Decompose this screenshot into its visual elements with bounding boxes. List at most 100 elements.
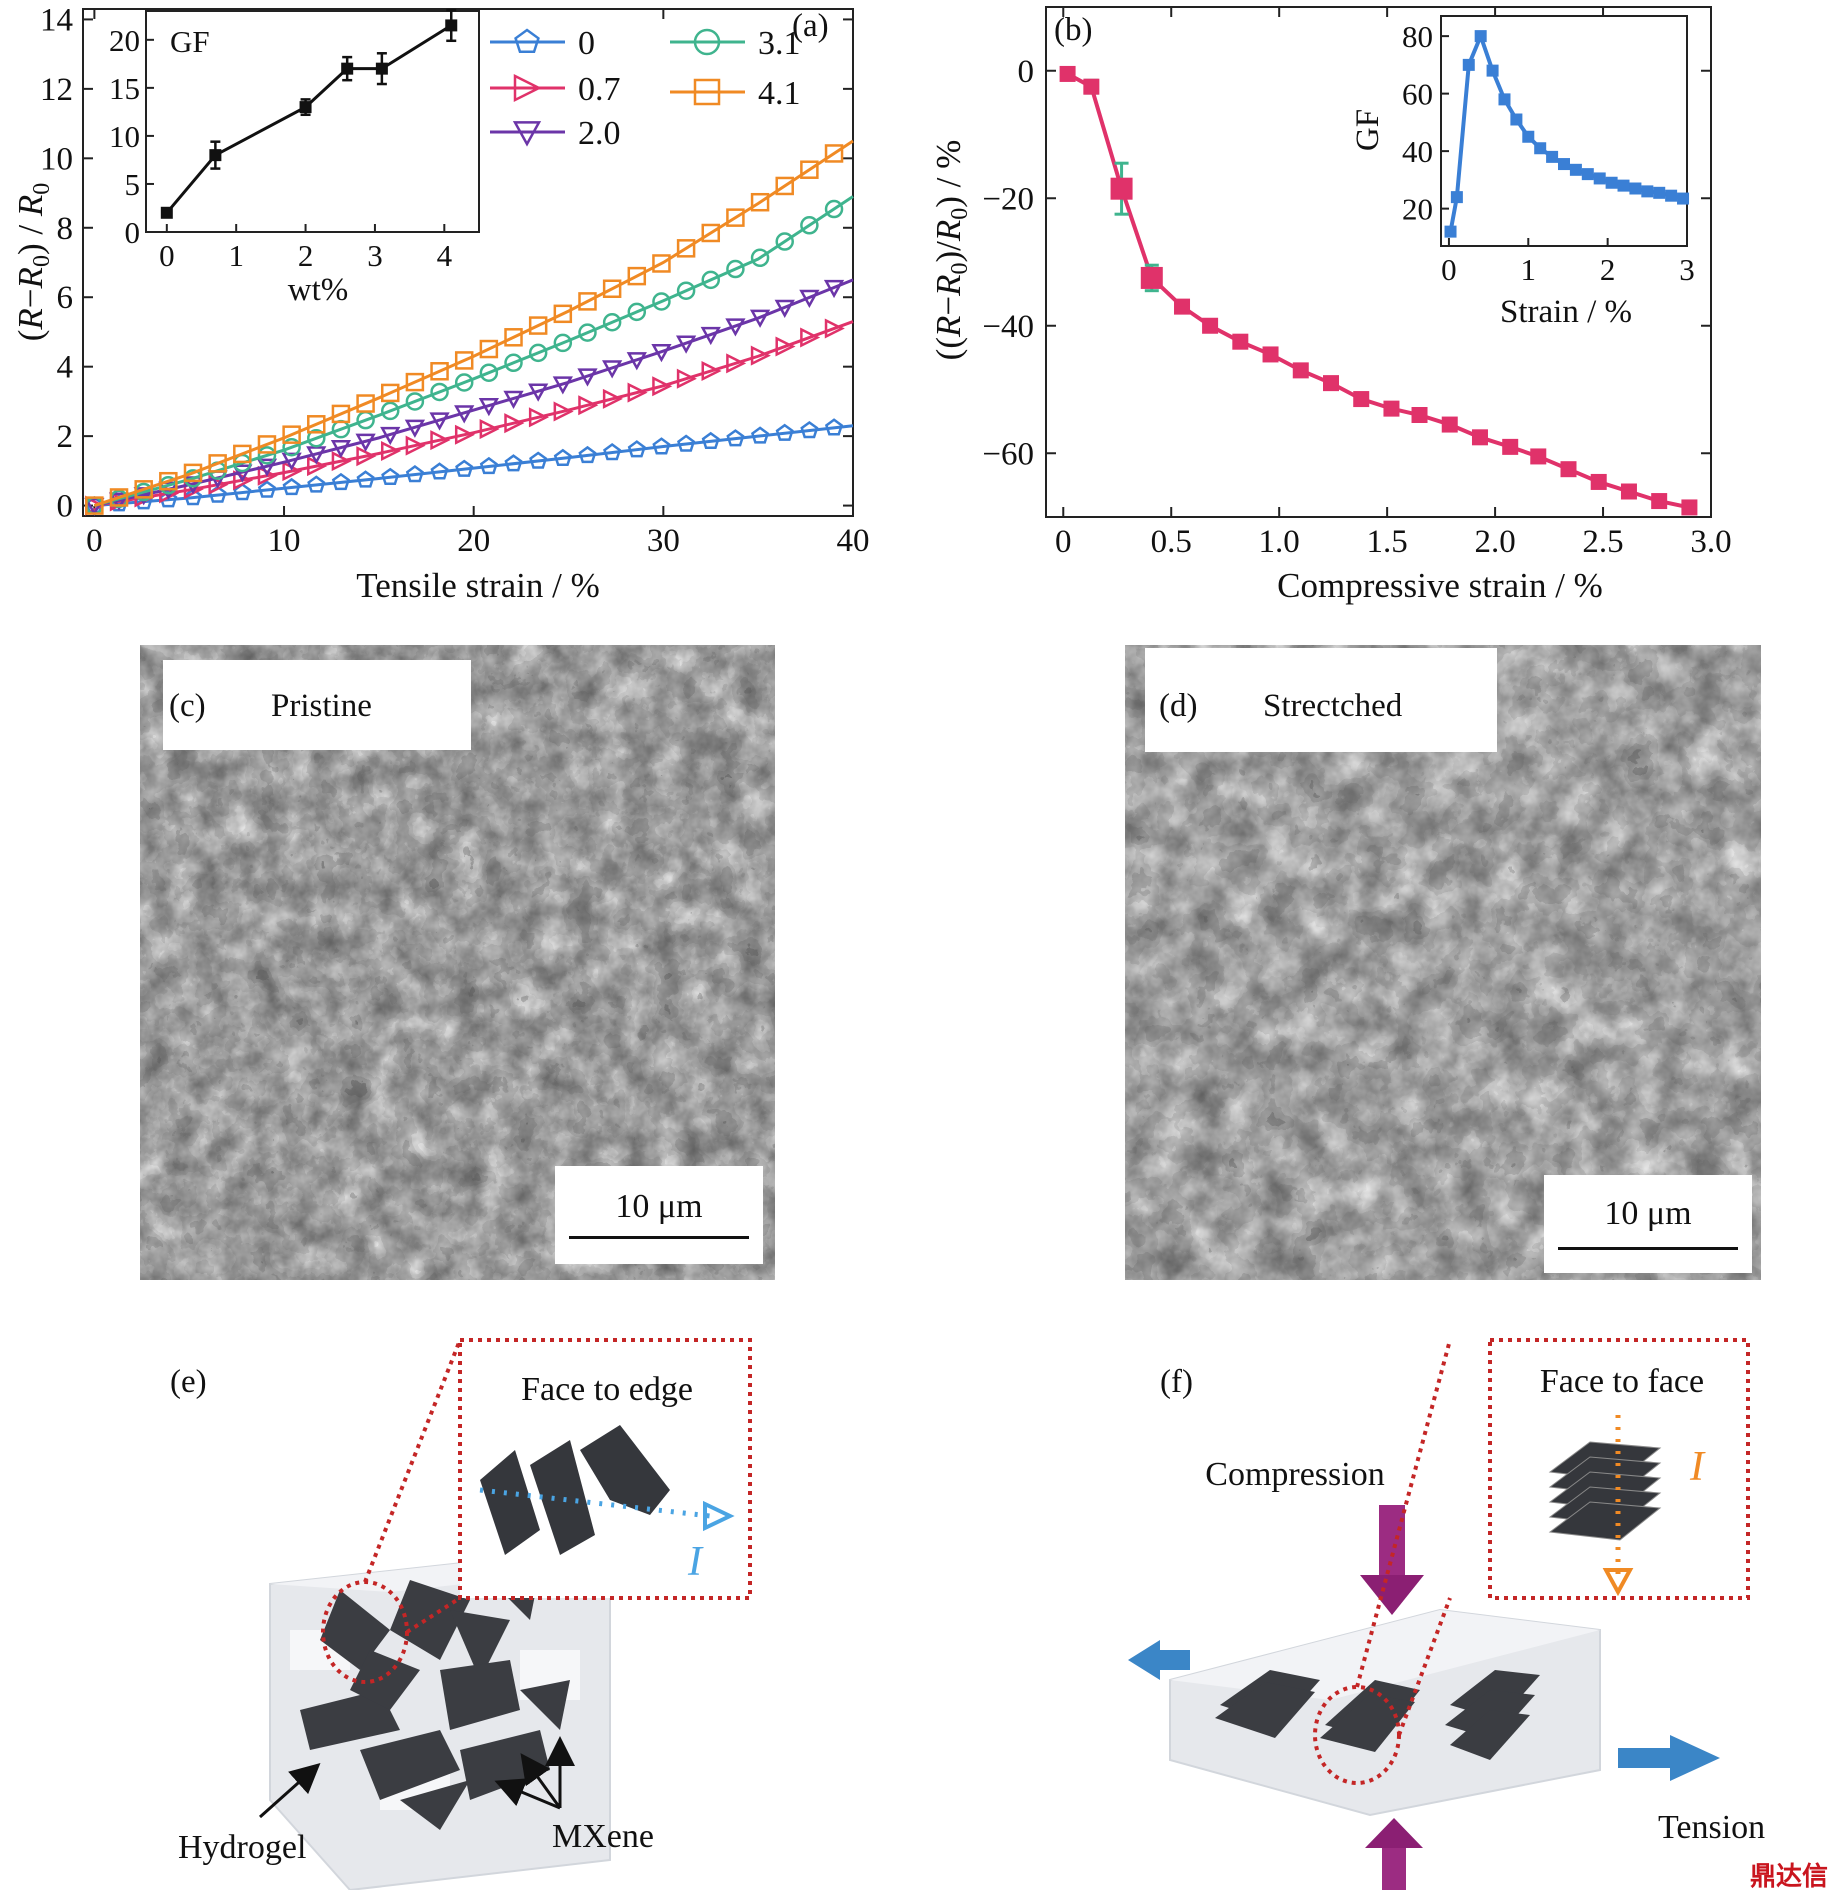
plot-a-point-3.1 bbox=[652, 292, 671, 311]
panel-e-tag: (e) bbox=[170, 1364, 207, 1400]
mxene-label: MXene bbox=[552, 1818, 654, 1855]
plot-a-series-line-0.7 bbox=[94, 320, 854, 508]
plot-b-compressive: 0 0.5 1.0 1.5 2.0 2.5 3.0 0 −20 −40 −60 0 1 2 3 20 40 60… bbox=[929, 6, 1732, 605]
plot-b-xtick-label: 1.5 bbox=[1367, 524, 1408, 560]
plot-b-point bbox=[1292, 362, 1309, 379]
plot-b-xlabel: Compressive strain / % bbox=[1277, 566, 1603, 605]
plot-a-legend-label: 2.0 bbox=[578, 115, 621, 152]
plot-a-point-2.0 bbox=[774, 299, 795, 318]
plot-a-point-3.1 bbox=[380, 401, 400, 421]
plot-a-point-4.1 bbox=[159, 471, 178, 491]
plot-a-ytick-label: 12 bbox=[40, 72, 73, 108]
plot-b-point bbox=[1560, 461, 1577, 478]
plot-a-point-4.1 bbox=[134, 480, 153, 499]
plot-a-xtick-label: 20 bbox=[457, 523, 490, 559]
plot-a-inset-xtick-label: 1 bbox=[228, 238, 244, 273]
plot-a-point-0 bbox=[578, 445, 597, 464]
plot-a-point-4.1 bbox=[380, 383, 400, 403]
plot-b-point bbox=[1232, 333, 1249, 350]
plot-a-inset-ytick-label: 15 bbox=[109, 71, 140, 106]
plot-a-point-0.7 bbox=[676, 368, 697, 389]
plot-a-point-0 bbox=[479, 456, 498, 475]
plot-b-inset-point bbox=[1629, 182, 1642, 195]
plot-a-inset-xtick-label: 4 bbox=[437, 238, 453, 273]
plot-a-point-2.0 bbox=[823, 279, 845, 299]
plot-a-point-0 bbox=[750, 426, 770, 444]
plot-b-tag: (b) bbox=[1054, 12, 1092, 48]
panel-c-title: Pristine bbox=[271, 688, 372, 724]
face-to-face-flakes bbox=[1548, 1441, 1662, 1541]
plot-b-inset-point bbox=[1605, 176, 1618, 189]
plot-b-inset-point bbox=[1653, 186, 1666, 199]
plot-b-inset-xtick-label: 3 bbox=[1679, 252, 1695, 287]
plot-a-point-0 bbox=[603, 443, 622, 461]
plot-a-xtick-label: 0 bbox=[86, 523, 103, 559]
mxene-flakes bbox=[300, 1570, 570, 1830]
plot-a-point-3.1 bbox=[553, 333, 573, 353]
plot-b-inset-point bbox=[1444, 225, 1457, 238]
plot-a-point-0.7 bbox=[233, 470, 254, 491]
plot-a-point-4.1 bbox=[528, 316, 548, 335]
plot-a-inset-point bbox=[445, 19, 458, 32]
plot-a-point-0.7 bbox=[479, 419, 500, 440]
plot-a-point-4.1 bbox=[800, 160, 819, 179]
plot-a-point-0.7 bbox=[602, 388, 623, 409]
plot-a-point-3.1 bbox=[405, 392, 425, 411]
plot-b-point bbox=[1323, 375, 1339, 392]
plot-a-point-3.1 bbox=[528, 343, 548, 363]
plot-a-ytick-label: 6 bbox=[57, 280, 74, 316]
plot-a-point-0.7 bbox=[208, 474, 229, 495]
plot-a-inset-point bbox=[341, 62, 354, 75]
plot-b-point bbox=[1411, 407, 1428, 423]
current-label-f: I bbox=[1689, 1444, 1706, 1490]
plot-a-point-0 bbox=[455, 459, 474, 477]
plot-a-point-4.1 bbox=[775, 176, 794, 196]
plot-a-point-4.1 bbox=[553, 304, 573, 324]
plot-a-point-3.1 bbox=[307, 428, 326, 448]
plot-a-point-2.0 bbox=[799, 289, 820, 309]
plot-a-xtick-label: 40 bbox=[837, 523, 870, 559]
plot-a-inset-xtick-label: 2 bbox=[298, 238, 314, 273]
plot-b-point bbox=[1502, 438, 1519, 455]
plot-b-inset-point bbox=[1665, 189, 1678, 202]
plot-a-legend-marker bbox=[513, 73, 542, 103]
tension-label: Tension bbox=[1658, 1809, 1765, 1846]
plot-a-point-0.7 bbox=[405, 435, 426, 456]
plot-a-point-4.1 bbox=[726, 208, 745, 227]
plot-a-point-0 bbox=[430, 462, 449, 480]
plot-b-point bbox=[1059, 65, 1076, 82]
plot-a-point-0.7 bbox=[528, 407, 549, 428]
plot-a-point-0.7 bbox=[553, 401, 574, 422]
plot-a-inset-line bbox=[165, 24, 453, 214]
plot-a-inset-ytick-label: 10 bbox=[109, 119, 140, 154]
plot-a-inset-title: GF bbox=[170, 24, 210, 59]
plot-a-point-2.0 bbox=[675, 335, 697, 354]
scale-bar-label-c: 10 μm bbox=[615, 1188, 703, 1225]
plot-a-legend-label: 3.1 bbox=[758, 25, 801, 62]
plot-b-xtick-label: 0.5 bbox=[1151, 524, 1192, 560]
plot-b-point bbox=[1590, 473, 1607, 490]
plot-b-point bbox=[1681, 499, 1698, 516]
plot-a-legend-label: 0.7 bbox=[578, 71, 621, 108]
plot-a-inset-point bbox=[299, 101, 312, 114]
plot-b-xtick-label: 3.0 bbox=[1690, 524, 1731, 560]
plot-a-xtick-label: 30 bbox=[647, 523, 680, 559]
plot-b-inset-frame bbox=[1440, 15, 1688, 247]
plot-a-point-3.1 bbox=[750, 248, 770, 268]
plot-a-point-2.0 bbox=[232, 464, 253, 483]
plot-a-point-2.0 bbox=[651, 344, 672, 363]
plot-b-point bbox=[1083, 78, 1100, 95]
plot-a-point-3.1 bbox=[824, 199, 844, 219]
scale-bar-d bbox=[1558, 1247, 1738, 1250]
plot-a-point-3.1 bbox=[282, 437, 301, 457]
plot-a-point-2.0 bbox=[330, 439, 352, 459]
plot-a-point-2.0 bbox=[380, 426, 401, 446]
plot-a-point-4.1 bbox=[701, 223, 721, 243]
plot-b-inset-point bbox=[1534, 142, 1547, 155]
plot-a-legend-marker bbox=[693, 28, 721, 56]
plot-b-point bbox=[1202, 317, 1219, 334]
plot-a-point-4.1 bbox=[676, 239, 696, 258]
plot-b-xtick-label: 0 bbox=[1055, 524, 1072, 560]
plot-a-frame bbox=[82, 8, 854, 517]
